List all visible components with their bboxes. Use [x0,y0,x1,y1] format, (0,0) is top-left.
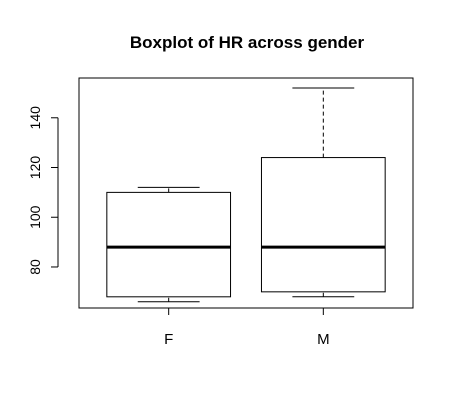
x-tick-label-M: M [317,331,330,348]
box-F-iqr [106,191,232,298]
x-tick-label-F: F [164,331,173,348]
y-tick-label-120: 120 [27,156,43,180]
y-axis: 80 100 120 140 [27,106,59,275]
y-tick-label-80: 80 [27,259,43,275]
y-tick-label-100: 100 [27,205,43,229]
boxes-group [106,87,386,303]
y-tick-label-140: 140 [27,106,43,130]
chart-title: Boxplot of HR across gender [130,33,365,52]
box-M-iqr [260,157,386,293]
